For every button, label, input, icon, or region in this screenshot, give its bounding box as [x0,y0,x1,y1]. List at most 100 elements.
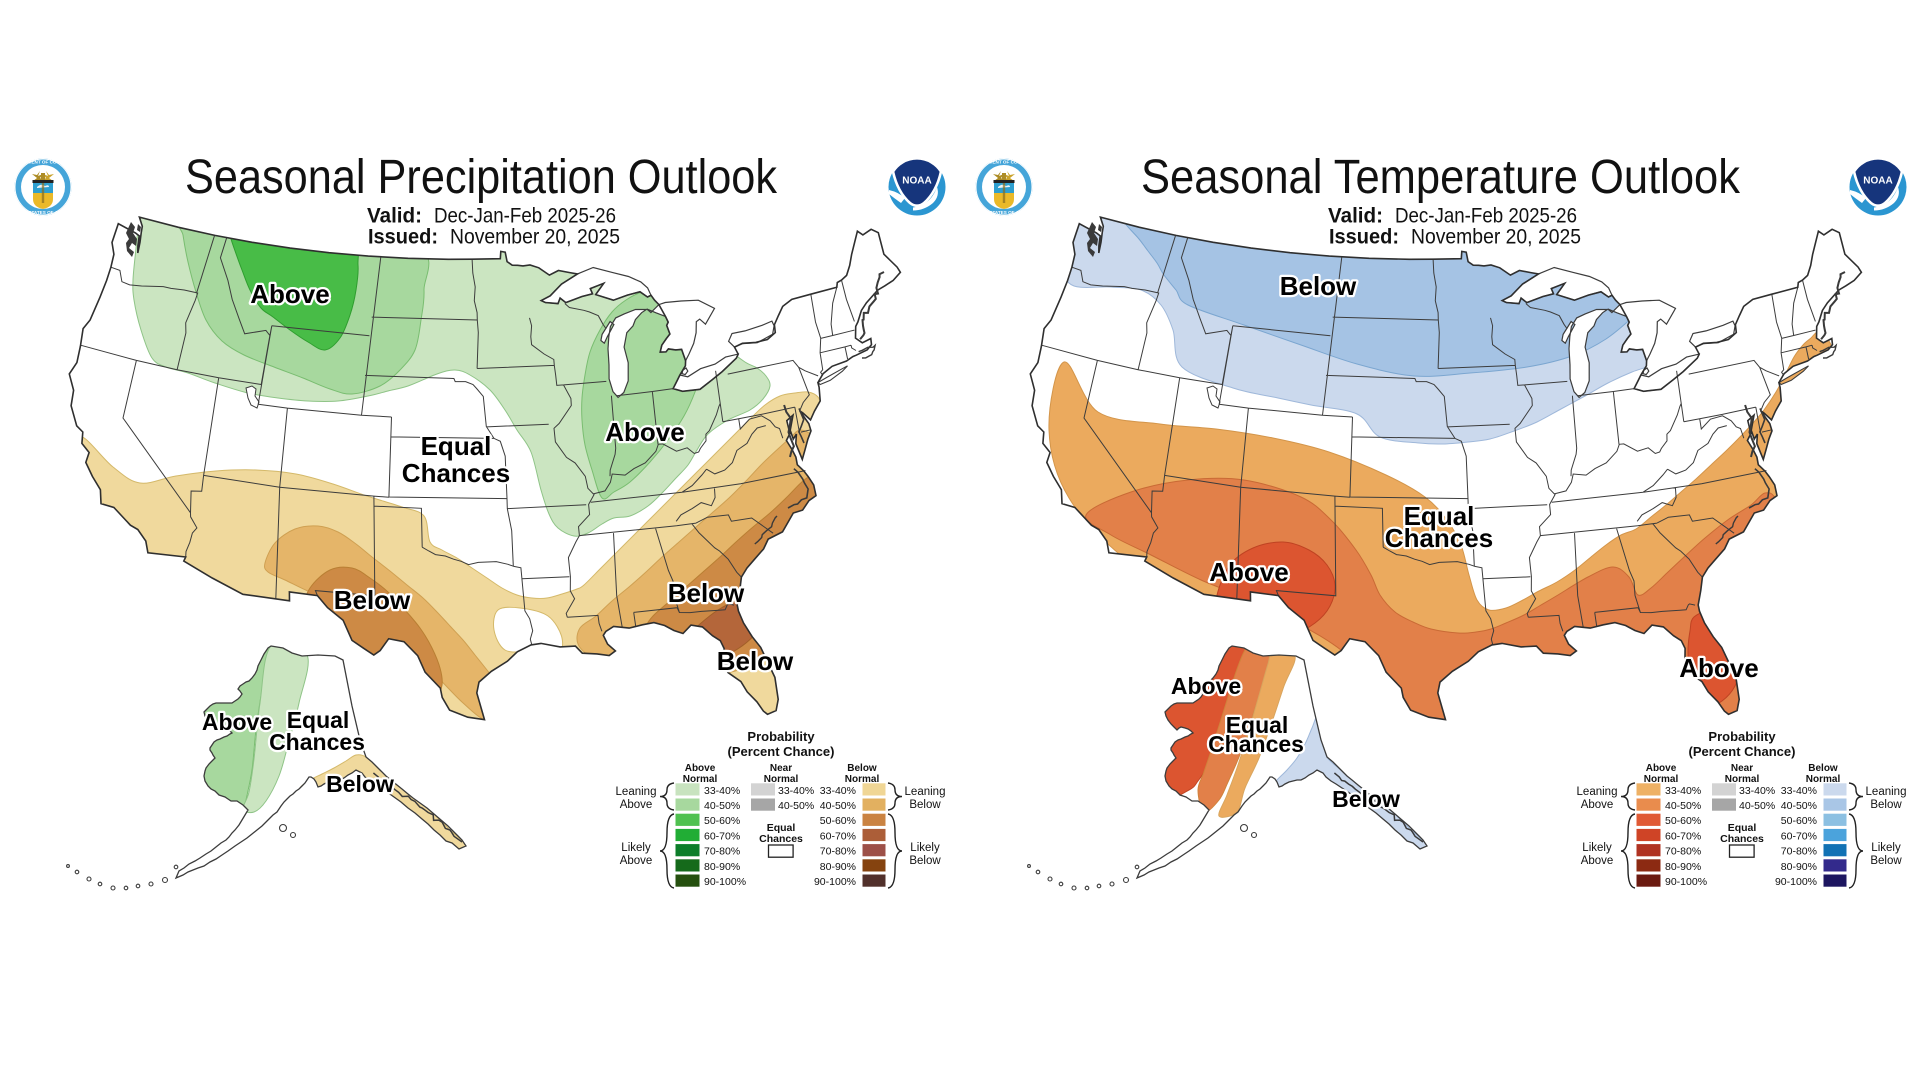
svg-text:Issued:November 20, 2025: Issued: November 20, 2025 [368,225,620,249]
svg-text:Above: Above [1646,763,1677,774]
svg-text:50-60%: 50-60% [704,815,740,827]
svg-text:Normal: Normal [1644,774,1679,785]
svg-text:Probability: Probability [747,729,815,744]
svg-text:Likely: Likely [1871,842,1901,854]
svg-text:33-40%: 33-40% [820,785,856,797]
svg-text:60-70%: 60-70% [1781,830,1817,842]
svg-text:60-70%: 60-70% [1665,830,1701,842]
svg-text:Seasonal Temperature Outlook: Seasonal Temperature Outlook [1141,151,1741,204]
svg-text:40-50%: 40-50% [820,800,856,812]
svg-text:40-50%: 40-50% [1665,800,1701,812]
svg-text:Leaning: Leaning [616,786,657,798]
svg-text:Below: Below [847,763,877,774]
svg-text:DEPARTMENT OF COMMERCE: DEPARTMENT OF COMMERCE [970,160,1038,165]
svg-text:80-90%: 80-90% [1781,861,1817,873]
svg-text:Normal: Normal [683,774,718,785]
svg-text:(Percent Chance): (Percent Chance) [728,744,835,759]
svg-text:(Percent Chance): (Percent Chance) [1689,744,1796,759]
svg-text:Likely: Likely [1582,842,1612,854]
svg-text:33-40%: 33-40% [778,785,814,797]
svg-text:Below: Below [1280,271,1357,301]
svg-text:33-40%: 33-40% [1781,785,1817,797]
svg-text:Below: Below [1870,799,1902,811]
svg-text:80-90%: 80-90% [1665,861,1701,873]
svg-text:50-60%: 50-60% [1665,815,1701,827]
svg-text:Above: Above [620,799,653,811]
svg-text:Equal: Equal [1226,712,1289,738]
svg-text:DEPARTMENT OF COMMERCE: DEPARTMENT OF COMMERCE [9,160,77,165]
svg-text:Above: Above [250,279,329,309]
svg-text:Chances: Chances [1208,731,1304,757]
svg-text:Below: Below [1332,786,1400,812]
svg-text:Valid:Dec-Jan-Feb 2025-26: Valid: Dec-Jan-Feb 2025-26 [367,204,616,228]
svg-text:Normal: Normal [1725,774,1760,785]
svg-text:Below: Below [1808,763,1838,774]
svg-text:33-40%: 33-40% [1739,785,1775,797]
svg-text:40-50%: 40-50% [1781,800,1817,812]
svg-text:Seasonal Precipitation Outlook: Seasonal Precipitation Outlook [185,151,778,204]
svg-text:Equal: Equal [1728,822,1757,834]
svg-text:33-40%: 33-40% [1665,785,1701,797]
svg-text:Below: Below [668,578,745,608]
svg-text:Likely: Likely [621,842,651,854]
svg-text:Below: Below [326,771,394,797]
svg-text:Equal: Equal [421,431,492,461]
svg-text:Equal: Equal [287,707,350,733]
svg-text:Leaning: Leaning [905,786,946,798]
svg-text:UNITED STATES OF AMERICA: UNITED STATES OF AMERICA [971,210,1038,215]
svg-text:Near: Near [1731,763,1753,774]
svg-text:40-50%: 40-50% [704,800,740,812]
svg-text:Above: Above [1171,673,1241,699]
svg-text:Leaning: Leaning [1577,786,1618,798]
svg-text:Above: Above [605,417,684,447]
svg-text:UNITED STATES OF AMERICA: UNITED STATES OF AMERICA [10,210,77,215]
svg-text:70-80%: 70-80% [820,846,856,858]
svg-text:90-100%: 90-100% [704,876,746,888]
svg-text:Below: Below [717,646,794,676]
svg-text:Probability: Probability [1708,729,1776,744]
svg-text:50-60%: 50-60% [1781,815,1817,827]
svg-text:Normal: Normal [845,774,880,785]
svg-text:Below: Below [1870,855,1902,867]
svg-text:40-50%: 40-50% [1739,800,1775,812]
svg-text:Valid:Dec-Jan-Feb 2025-26: Valid: Dec-Jan-Feb 2025-26 [1328,204,1577,228]
svg-text:Above: Above [1581,855,1614,867]
svg-text:70-80%: 70-80% [704,846,740,858]
svg-text:Above: Above [1581,799,1614,811]
svg-text:Chances: Chances [402,458,510,488]
svg-text:Chances: Chances [1720,833,1764,845]
svg-text:90-100%: 90-100% [814,876,856,888]
svg-text:Likely: Likely [910,842,940,854]
svg-text:Above: Above [1679,653,1758,683]
svg-text:NOAA: NOAA [1863,176,1892,187]
svg-text:Above: Above [202,709,272,735]
svg-text:Below: Below [334,585,411,615]
svg-text:80-90%: 80-90% [704,861,740,873]
svg-text:60-70%: 60-70% [820,830,856,842]
svg-text:80-90%: 80-90% [820,861,856,873]
svg-text:Below: Below [909,799,941,811]
svg-text:Equal: Equal [767,822,796,834]
svg-text:40-50%: 40-50% [778,800,814,812]
svg-text:33-40%: 33-40% [704,785,740,797]
svg-text:Leaning: Leaning [1866,786,1907,798]
svg-text:Above: Above [1209,557,1288,587]
svg-text:Equal: Equal [1404,501,1475,531]
svg-text:70-80%: 70-80% [1665,846,1701,858]
svg-text:Normal: Normal [1806,774,1841,785]
svg-text:Above: Above [620,855,653,867]
svg-text:Above: Above [685,763,716,774]
svg-text:Near: Near [770,763,792,774]
svg-text:Chances: Chances [269,729,365,755]
svg-text:60-70%: 60-70% [704,830,740,842]
svg-text:Issued:November 20, 2025: Issued: November 20, 2025 [1329,225,1581,249]
svg-text:Chances: Chances [759,833,803,845]
svg-text:50-60%: 50-60% [820,815,856,827]
svg-text:NOAA: NOAA [902,176,931,187]
svg-text:Chances: Chances [1385,523,1493,553]
svg-text:90-100%: 90-100% [1665,876,1707,888]
svg-text:90-100%: 90-100% [1775,876,1817,888]
svg-text:70-80%: 70-80% [1781,846,1817,858]
svg-text:Normal: Normal [764,774,799,785]
svg-text:Below: Below [909,855,941,867]
